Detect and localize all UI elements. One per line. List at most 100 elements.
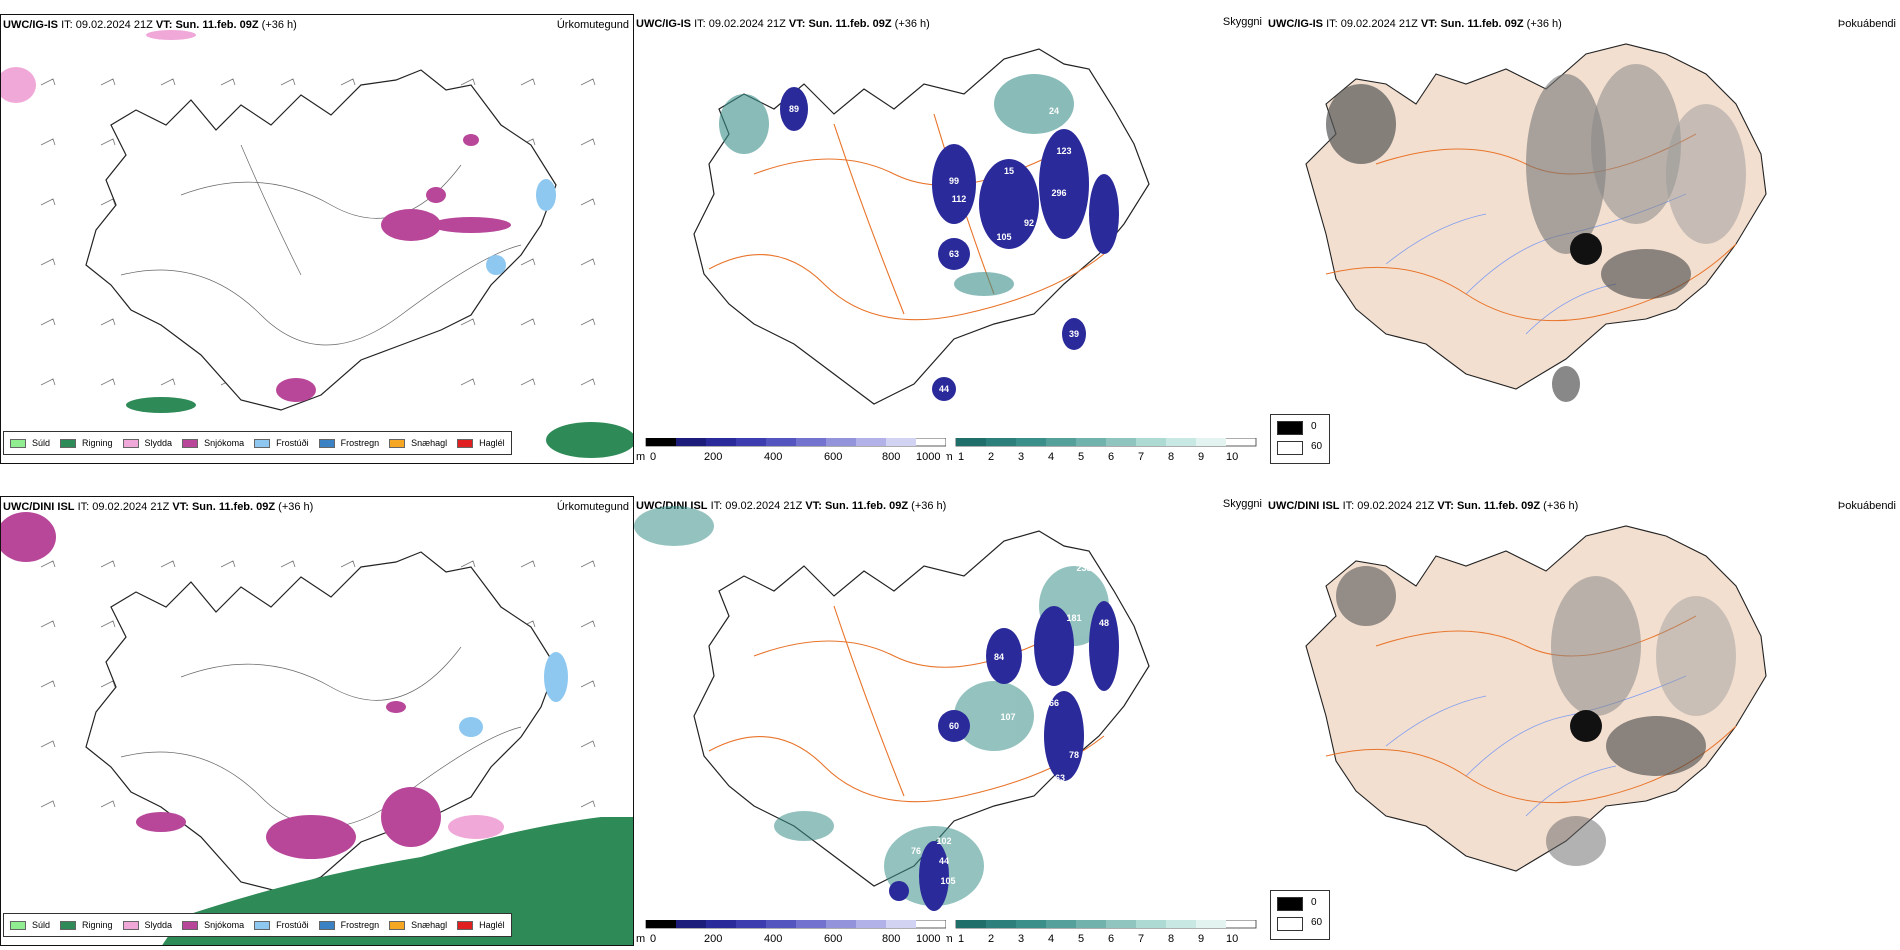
legend-item: Frostregn <box>318 920 379 930</box>
cloud-labels: 89 99 15 112 296 123 63 105 92 137 115 3… <box>789 104 1111 394</box>
cloud-labels: 233 181 48 84 207 60 107 66 78 63 62 102… <box>911 563 1109 886</box>
legend-item: Haglél <box>457 438 505 448</box>
value-label: 63 <box>949 249 959 259</box>
legend-item: Frostúði <box>254 438 309 448</box>
svg-text:0: 0 <box>650 933 656 945</box>
panel-header: UWC/DINI ISL IT: 09.02.2024 21Z VT: Sun.… <box>1268 500 1579 512</box>
svg-text:4: 4 <box>1048 451 1054 463</box>
low-cloud-areas <box>889 601 1119 911</box>
value-label: 39 <box>1069 329 1079 339</box>
svg-text:3: 3 <box>1018 451 1024 463</box>
legend-item: Slydda <box>122 438 172 448</box>
panel-header: UWC/IG-IS IT: 09.02.2024 21Z VT: Sun. 11… <box>1268 18 1562 30</box>
roads <box>120 144 522 346</box>
legend-item: Snjókoma <box>182 438 244 448</box>
legend-item: Rigning <box>60 438 113 448</box>
cloud-visibility-panel-top: UWC/IG-IS IT: 09.02.2024 21Z VT: Sun. 11… <box>634 14 1266 464</box>
value-label: 62 <box>1062 806 1072 816</box>
cloud-map-bottom: 233 181 48 84 207 60 107 66 78 63 62 102… <box>634 506 1150 911</box>
scale-unit: m <box>636 933 645 945</box>
value-label: 44 <box>939 384 949 394</box>
iceland-land <box>1305 525 1767 872</box>
precip-type-legend: Súld Rigning Slydda Snjókoma Frostúði Fr… <box>3 913 512 937</box>
svg-text:1000: 1000 <box>916 451 940 463</box>
panel-header: UWC/IG-IS IT: 09.02.2024 21Z VT: Sun. 11… <box>3 19 297 31</box>
fog-map-top <box>1305 43 1767 402</box>
value-label: 123 <box>1056 146 1071 156</box>
param-name: Skyggni <box>1222 16 1262 28</box>
svg-text:1000: 1000 <box>916 933 940 945</box>
fog-indicator-panel-bottom: UWC/DINI ISL IT: 09.02.2024 21Z VT: Sun.… <box>1266 496 1900 950</box>
fog-legend: 0 60 <box>1270 890 1330 940</box>
value-label: 207 <box>1074 664 1089 674</box>
cloud-map-top: 89 99 15 112 296 123 63 105 92 137 115 3… <box>693 48 1150 405</box>
svg-text:1: 1 <box>958 933 964 945</box>
value-label: 112 <box>952 194 967 204</box>
value-label: 66 <box>1049 698 1059 708</box>
panel-header: UWC/IG-IS IT: 09.02.2024 21Z VT: Sun. 11… <box>636 18 930 30</box>
value-label: 15 <box>1004 166 1014 176</box>
svg-text:400: 400 <box>764 451 782 463</box>
iceland-coastline <box>85 69 557 411</box>
param-name: Skyggni <box>1222 498 1262 510</box>
fog-areas <box>1336 566 1736 866</box>
scale-unit: km <box>946 933 953 945</box>
fog-map-bottom <box>1305 525 1767 872</box>
svg-text:10: 10 <box>1226 451 1238 463</box>
legend-item: Snjókoma <box>182 920 244 930</box>
legend-item: Súld <box>10 920 50 930</box>
value-label: 137 <box>1016 262 1031 272</box>
legend-item: Frostregn <box>318 438 379 448</box>
value-label: 107 <box>1000 712 1015 722</box>
legend-item: Rigning <box>60 920 113 930</box>
elevation-scale: m 0 200 400 600 800 1000 <box>636 437 947 464</box>
svg-text:8: 8 <box>1168 451 1174 463</box>
low-cloud-areas <box>780 87 1119 401</box>
svg-text:2: 2 <box>988 933 994 945</box>
svg-text:9: 9 <box>1198 451 1204 463</box>
svg-text:6: 6 <box>1108 451 1114 463</box>
svg-text:800: 800 <box>882 933 900 945</box>
precip-map-top <box>1 30 633 458</box>
svg-text:2: 2 <box>988 451 994 463</box>
param-name: Úrkomutegund <box>556 501 629 513</box>
svg-text:5: 5 <box>1078 451 1084 463</box>
value-label: 84 <box>994 652 1004 662</box>
iceland-coastline <box>693 48 1150 405</box>
legend-item: Slydda <box>122 920 172 930</box>
svg-text:0: 0 <box>650 451 656 463</box>
visibility-scale: km 1 2 3 4 5 6 7 8 9 10 <box>938 437 1266 464</box>
iceland-coastline <box>693 530 1150 887</box>
precip-areas <box>1 30 633 458</box>
fog-indicator-panel-top: UWC/IG-IS IT: 09.02.2024 21Z VT: Sun. 11… <box>1266 14 1900 464</box>
value-label: 105 <box>940 876 955 886</box>
value-label: 233 <box>1076 563 1091 573</box>
svg-text:4: 4 <box>1048 933 1054 945</box>
value-label: 92 <box>1024 218 1034 228</box>
scale-unit: m <box>636 451 645 463</box>
legend-item: Haglél <box>457 920 505 930</box>
svg-text:200: 200 <box>704 451 722 463</box>
svg-text:400: 400 <box>764 933 782 945</box>
svg-text:6: 6 <box>1108 933 1114 945</box>
precip-map-bottom <box>1 512 633 945</box>
param-name: Úrkomutegund <box>556 19 629 31</box>
value-label: 60 <box>949 721 959 731</box>
value-label: 99 <box>949 176 959 186</box>
value-label: 44 <box>939 856 949 866</box>
cloud-visibility-panel-bottom: UWC/DINI ISL IT: 09.02.2024 21Z VT: Sun.… <box>634 496 1266 950</box>
value-label: 63 <box>1055 773 1065 783</box>
model-name: UWC/IG-IS <box>3 19 58 31</box>
rivers <box>1385 675 1687 817</box>
fog-areas <box>1326 64 1746 402</box>
value-label: 48 <box>1099 618 1109 628</box>
svg-text:3: 3 <box>1018 933 1024 945</box>
value-label: 24 <box>1049 106 1059 116</box>
value-label: 89 <box>789 104 799 114</box>
svg-text:800: 800 <box>882 451 900 463</box>
legend-item: Snæhagl <box>389 920 447 930</box>
svg-text:7: 7 <box>1138 933 1144 945</box>
param-name: Þokuábendi <box>1837 18 1896 30</box>
legend-item: Frostúði <box>254 920 309 930</box>
svg-text:200: 200 <box>704 933 722 945</box>
